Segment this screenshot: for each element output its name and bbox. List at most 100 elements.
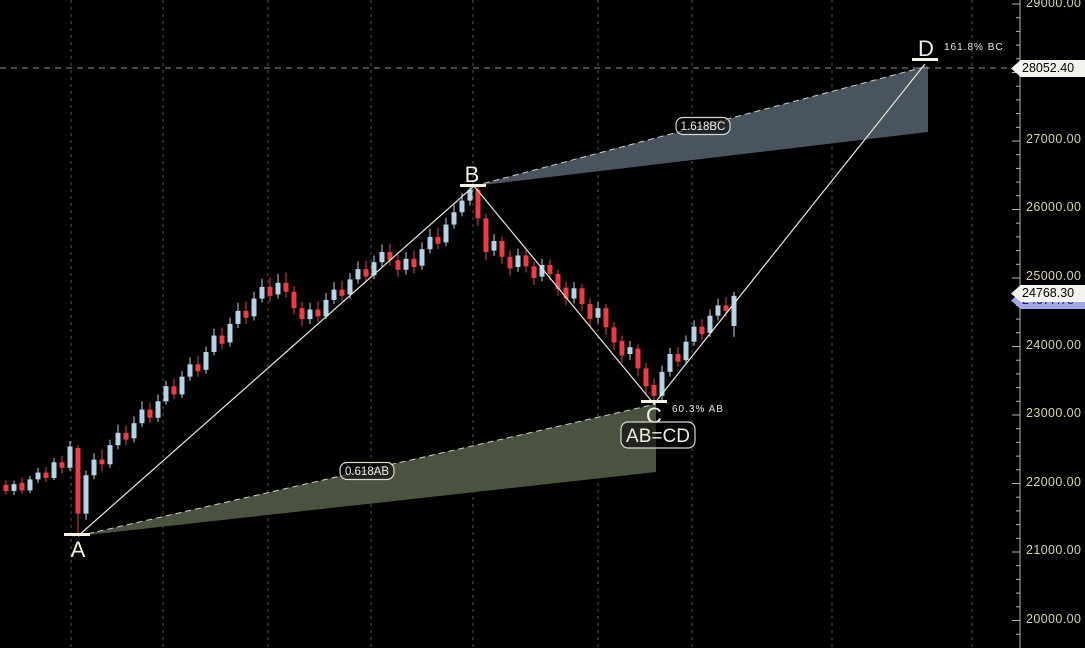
- candle-body: [395, 260, 401, 270]
- pivot-letter-D[interactable]: D: [918, 36, 934, 61]
- candle-body: [411, 258, 417, 268]
- candle-body: [283, 282, 289, 292]
- ab-0618-projection-line[interactable]: [77, 403, 657, 537]
- ab-ratio-label-text: 0.618AB: [345, 466, 389, 478]
- c-ratio-label: 60.3% AB: [672, 404, 724, 415]
- candle-body: [19, 482, 25, 491]
- axis-label-25000: 25000.00: [1026, 269, 1082, 283]
- candle-body: [475, 189, 481, 219]
- candle-body: [211, 335, 217, 352]
- candle-body: [83, 475, 89, 514]
- candle-body: [691, 326, 697, 342]
- candle-body: [347, 279, 353, 295]
- candle-body: [275, 282, 281, 295]
- candle-body: [579, 288, 585, 305]
- candle-body: [707, 315, 713, 333]
- axis-label-24000: 24000.00: [1026, 338, 1082, 352]
- candle-body: [443, 224, 449, 243]
- candle-body: [155, 401, 161, 418]
- candle-body: [635, 348, 641, 369]
- candle-body: [419, 249, 425, 266]
- candle-body: [515, 255, 521, 268]
- candle-body: [571, 288, 577, 299]
- candle-body: [227, 323, 233, 343]
- candle-body: [563, 287, 569, 299]
- candle-body: [267, 286, 273, 296]
- axis-label-23000: 23000.00: [1026, 406, 1082, 420]
- candle-body: [115, 432, 121, 446]
- candle-body: [195, 364, 201, 372]
- candle-body: [715, 305, 721, 316]
- candle-body: [35, 472, 41, 480]
- pattern-name-label-text: AB=CD: [626, 426, 690, 447]
- candle-body: [659, 371, 665, 396]
- candle-body: [427, 236, 433, 250]
- axis-label-20000: 20000.00: [1026, 612, 1082, 626]
- candle-body: [603, 308, 609, 328]
- axis-label-29000: 29000.00: [1026, 0, 1082, 10]
- candle-body: [131, 423, 137, 439]
- candle-body: [243, 310, 249, 318]
- axis-label-26000: 26000.00: [1026, 200, 1082, 214]
- candle-body: [531, 266, 537, 278]
- pivot-bar-A[interactable]: [64, 533, 90, 536]
- bc-ratio-label-box[interactable]: [675, 116, 731, 136]
- ab-ratio-label-box[interactable]: [339, 461, 395, 481]
- pivot-bar-B[interactable]: [460, 184, 486, 187]
- candle-body: [219, 335, 225, 344]
- candle-body: [259, 286, 265, 299]
- candle-body: [323, 299, 329, 317]
- candle-body: [355, 269, 361, 280]
- candle-body: [75, 447, 81, 514]
- candle-body: [291, 291, 297, 309]
- candle-body: [547, 264, 553, 274]
- candle-body: [99, 459, 105, 465]
- candle-body: [43, 472, 49, 479]
- pattern-name-label-box[interactable]: [620, 421, 696, 449]
- candle-body: [699, 326, 705, 335]
- candle-body: [499, 241, 505, 257]
- candle-body: [307, 309, 313, 320]
- candle-body: [467, 189, 473, 201]
- candle-body: [163, 386, 169, 402]
- candle-body: [171, 386, 177, 395]
- pivot-bar-C[interactable]: [641, 400, 667, 403]
- candle-body: [3, 484, 9, 492]
- candle-body: [251, 298, 257, 317]
- d-ratio-label: 161.8% BC: [944, 42, 1004, 53]
- candle-body: [451, 212, 457, 225]
- candle-body: [139, 409, 145, 424]
- candle-body: [523, 255, 529, 267]
- candle-body: [539, 264, 545, 277]
- pivot-bar-D[interactable]: [912, 58, 938, 61]
- candle-body: [315, 309, 321, 317]
- candle-body: [331, 289, 337, 300]
- candle-body: [403, 258, 409, 270]
- candle-body: [363, 269, 369, 277]
- candle-body: [459, 200, 465, 213]
- candle-body: [235, 310, 241, 324]
- candle-body: [651, 384, 657, 396]
- candle-body: [187, 364, 193, 377]
- candle-body: [595, 308, 601, 318]
- candle-body: [619, 341, 625, 356]
- candle-body: [339, 289, 345, 296]
- candle-body: [435, 236, 441, 244]
- candle-body: [387, 251, 393, 261]
- bc-ratio-label-text: 1.618BC: [681, 121, 726, 133]
- candle-body: [59, 462, 65, 468]
- pivot-letter-A[interactable]: A: [71, 537, 86, 562]
- candle-body: [27, 479, 33, 491]
- axis-label-22000: 22000.00: [1026, 475, 1082, 489]
- candle-body: [91, 459, 97, 476]
- candle-body: [643, 368, 649, 387]
- pivot-letter-B[interactable]: B: [465, 162, 480, 187]
- abcd-pattern-lines[interactable]: [77, 63, 926, 537]
- axis-label-27000: 27000.00: [1026, 132, 1082, 146]
- candle-body: [507, 256, 513, 269]
- candle-body: [203, 351, 209, 370]
- candle-body: [379, 251, 385, 263]
- candle-body: [611, 327, 617, 343]
